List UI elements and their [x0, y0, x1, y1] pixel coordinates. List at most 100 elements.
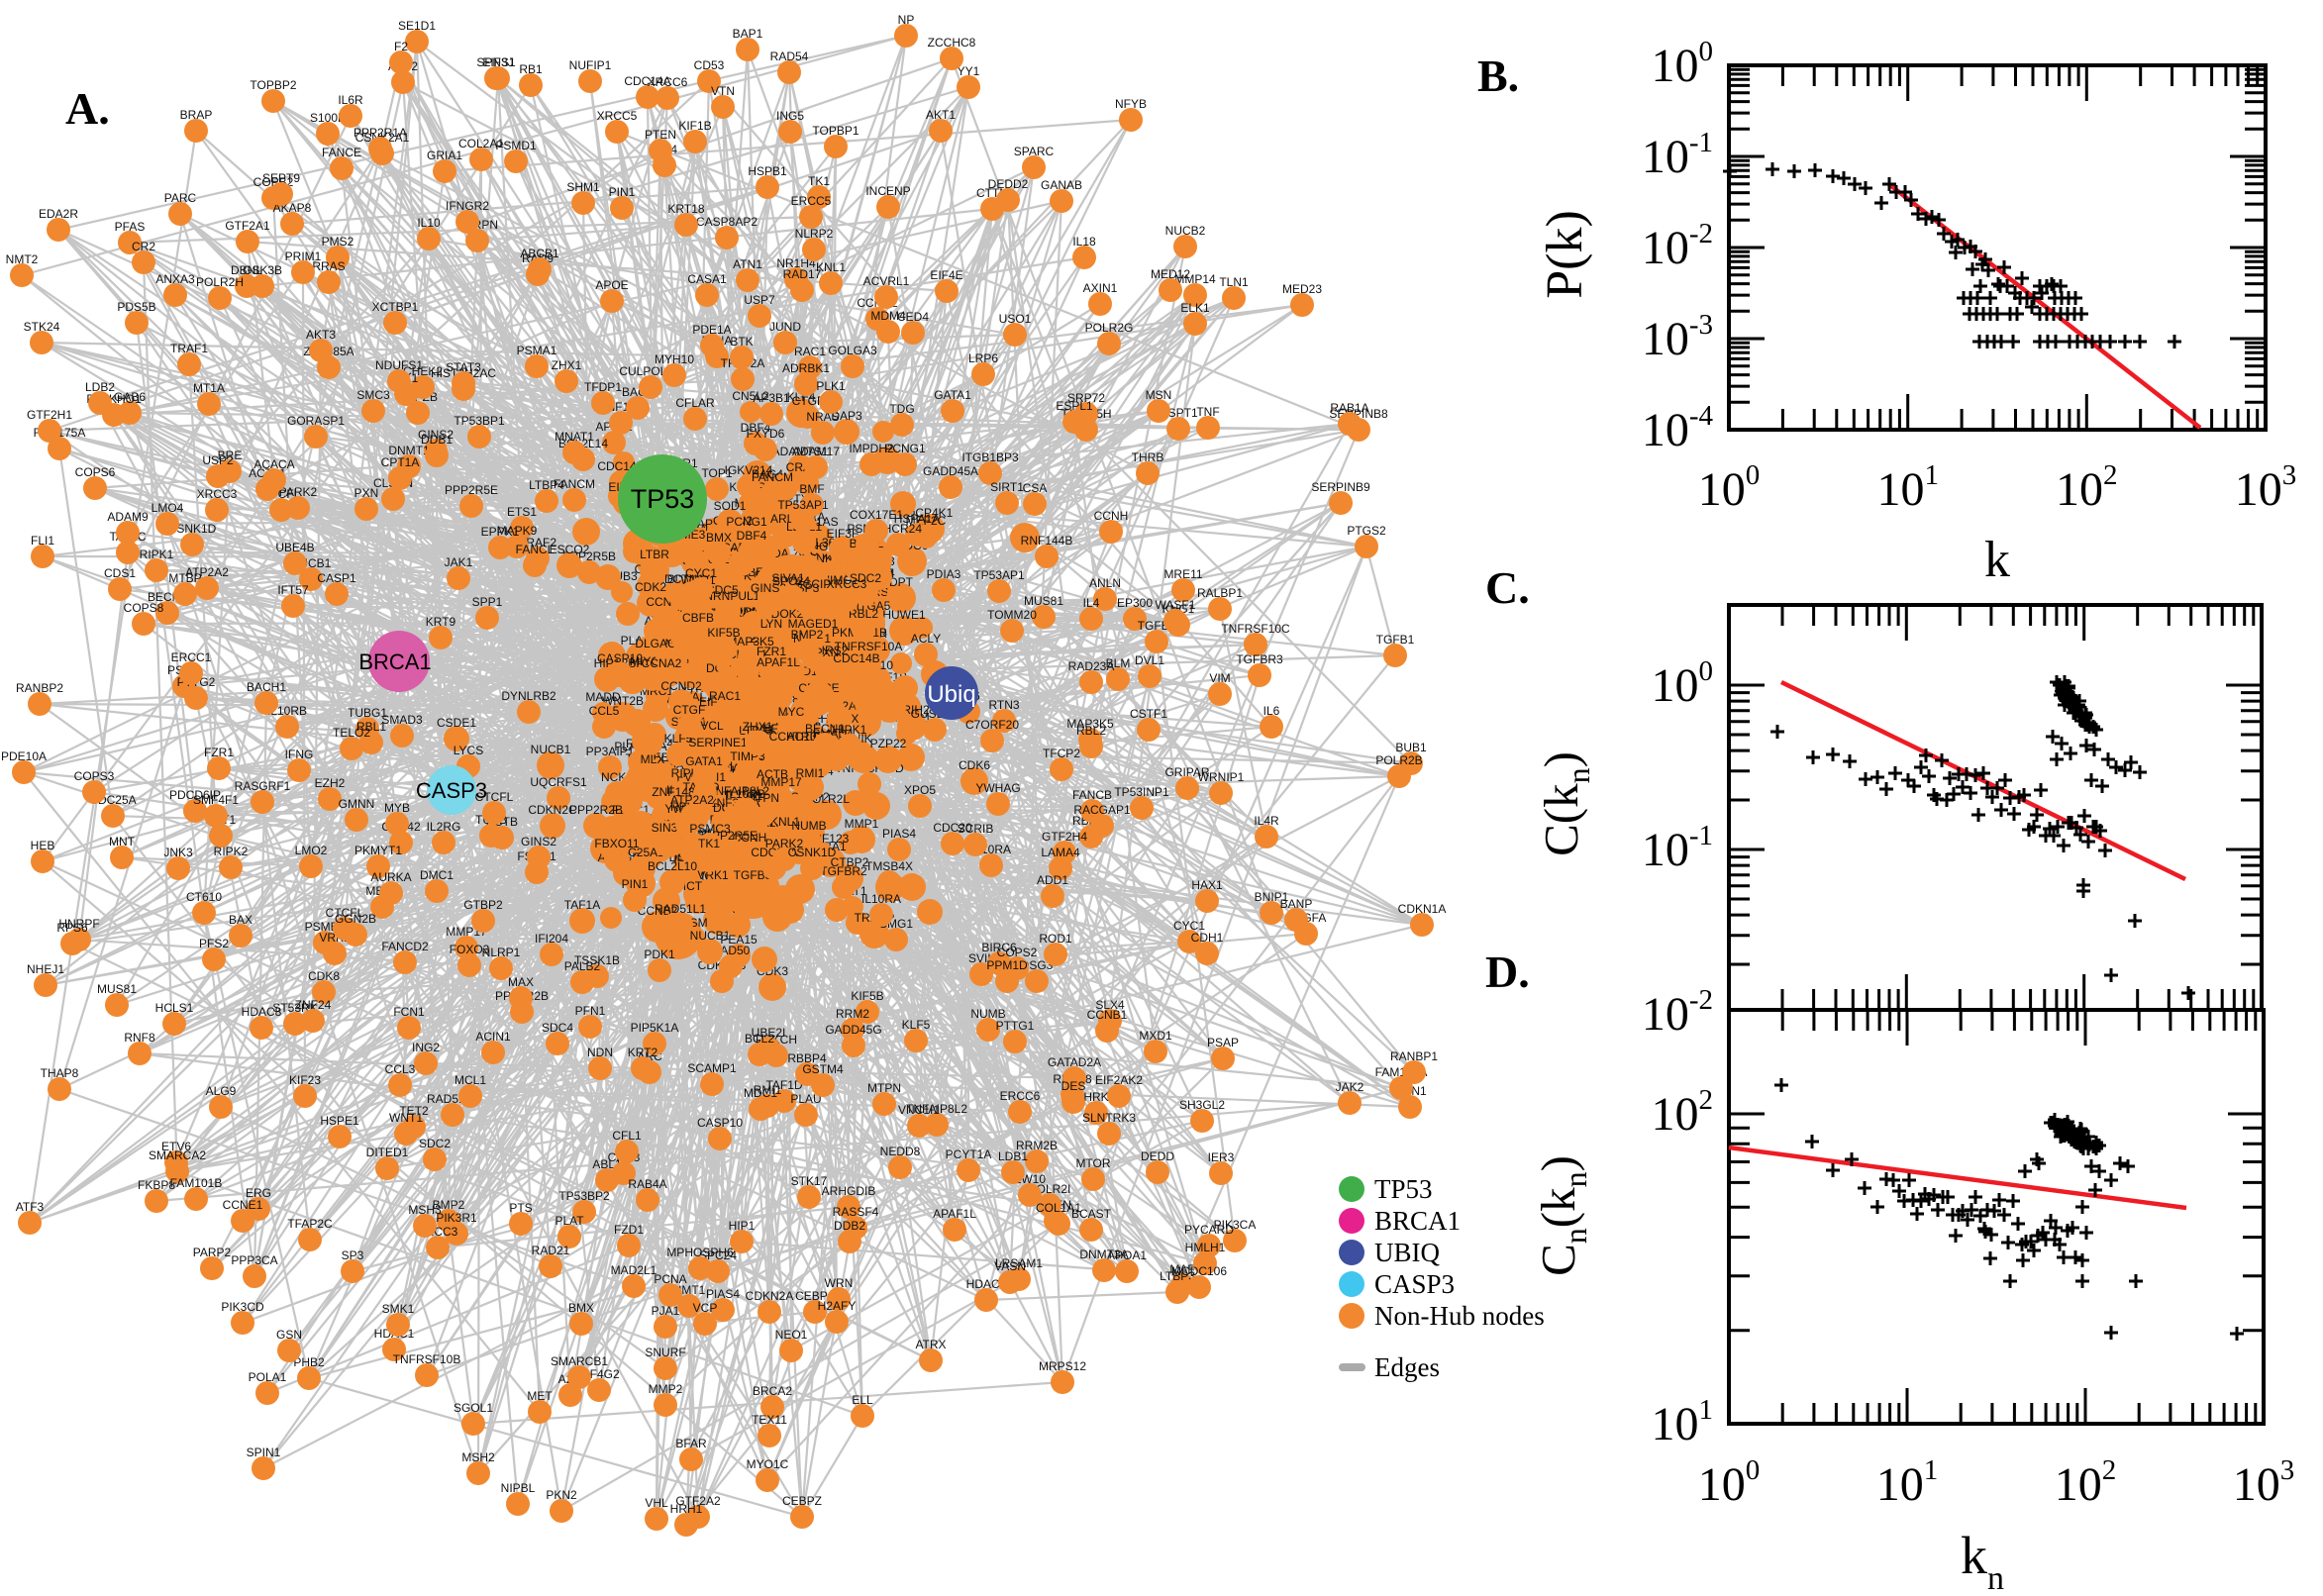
- svg-text:LMO4: LMO4: [152, 501, 184, 515]
- svg-text:XRCC3: XRCC3: [827, 577, 867, 591]
- svg-text:RRM2: RRM2: [836, 1007, 869, 1021]
- svg-text:TNFAIP8L2: TNFAIP8L2: [708, 784, 769, 798]
- svg-text:IL10: IL10: [417, 216, 441, 230]
- svg-text:PLK1: PLK1: [816, 379, 846, 393]
- svg-text:TRAF1: TRAF1: [170, 342, 208, 355]
- svg-text:DOK2: DOK2: [771, 607, 804, 621]
- svg-text:MSN: MSN: [1146, 388, 1172, 402]
- svg-text:PIN1: PIN1: [622, 877, 649, 891]
- svg-text:ING5: ING5: [776, 109, 804, 123]
- svg-text:CSNK1D: CSNK1D: [788, 846, 837, 859]
- svg-text:WNT2B: WNT2B: [602, 694, 644, 708]
- svg-text:TLN1: TLN1: [1219, 275, 1249, 289]
- svg-text:RPS6: RPS6: [56, 921, 88, 935]
- svg-text:APOE: APOE: [595, 278, 628, 292]
- svg-text:CDC14B: CDC14B: [833, 651, 879, 665]
- svg-text:RIPK1: RIPK1: [140, 548, 174, 561]
- svg-text:PIK3R1: PIK3R1: [436, 1211, 477, 1225]
- svg-text:S100B: S100B: [310, 111, 346, 125]
- svg-text:RBL2: RBL2: [849, 607, 878, 621]
- svg-text:NHEJ1: NHEJ1: [27, 962, 64, 976]
- svg-text:VTN: VTN: [711, 84, 735, 98]
- svg-text:STK17: STK17: [791, 1174, 828, 1188]
- svg-text:RBL2: RBL2: [1076, 724, 1106, 738]
- svg-text:B.: B.: [1477, 50, 1519, 101]
- svg-text:TET2: TET2: [399, 1104, 429, 1118]
- svg-text:TGFB3: TGFB3: [734, 868, 772, 882]
- svg-text:CSDE1: CSDE1: [437, 716, 476, 730]
- svg-text:HIPK1: HIPK1: [833, 723, 867, 737]
- svg-text:ESCO2: ESCO2: [550, 543, 590, 556]
- svg-text:MDM4: MDM4: [870, 309, 906, 323]
- svg-text:CHEK2: CHEK2: [403, 364, 443, 378]
- svg-text:RAD21: RAD21: [532, 1244, 570, 1257]
- svg-text:MNT: MNT: [109, 835, 136, 848]
- svg-text:GTF2A1: GTF2A1: [225, 219, 270, 233]
- svg-text:PJA1: PJA1: [652, 1304, 680, 1318]
- svg-text:PXN: PXN: [815, 646, 840, 659]
- svg-text:MYB: MYB: [384, 801, 410, 815]
- svg-text:PFAS: PFAS: [115, 220, 146, 234]
- svg-text:D.: D.: [1485, 947, 1530, 997]
- svg-text:PSMA1: PSMA1: [517, 344, 557, 357]
- svg-text:MMP14: MMP14: [1174, 272, 1216, 286]
- svg-text:BRCA1: BRCA1: [358, 649, 431, 674]
- svg-text:SERPINE1: SERPINE1: [688, 736, 748, 749]
- svg-text:XRCC6: XRCC6: [648, 75, 688, 89]
- svg-text:GATA1: GATA1: [934, 388, 971, 402]
- svg-text:NUCB1: NUCB1: [531, 743, 571, 756]
- svg-text:SDC2: SDC2: [850, 571, 881, 585]
- svg-text:ZNF148: ZNF148: [652, 785, 695, 799]
- svg-text:PARK2: PARK2: [765, 837, 804, 850]
- svg-text:BMP2: BMP2: [433, 1198, 465, 1212]
- svg-text:CCNE1: CCNE1: [223, 1198, 263, 1212]
- svg-text:VRK1: VRK1: [697, 868, 729, 882]
- svg-text:RB1: RB1: [519, 62, 543, 76]
- svg-text:TP53BP1: TP53BP1: [454, 414, 505, 428]
- svg-text:MAPK9: MAPK9: [497, 524, 538, 538]
- svg-text:BANP: BANP: [1280, 897, 1313, 911]
- svg-text:AKT3: AKT3: [306, 328, 336, 342]
- svg-text:BIRC6: BIRC6: [981, 941, 1017, 954]
- svg-text:ADAMTS1: ADAMTS1: [772, 445, 829, 458]
- svg-text:PDIA3: PDIA3: [927, 567, 961, 581]
- svg-text:JAK1: JAK1: [445, 555, 473, 569]
- svg-text:RAC1: RAC1: [794, 345, 826, 358]
- svg-text:XPO5: XPO5: [904, 783, 936, 797]
- svg-text:EIF3J: EIF3J: [482, 55, 513, 69]
- svg-text:TP53: TP53: [631, 484, 695, 514]
- svg-text:FANCB: FANCB: [1072, 788, 1112, 802]
- svg-text:POLR2G: POLR2G: [1085, 321, 1134, 335]
- svg-text:HIP1: HIP1: [729, 1219, 756, 1233]
- svg-text:DEDD2: DEDD2: [988, 177, 1029, 191]
- svg-text:BAP1: BAP1: [733, 27, 763, 41]
- svg-text:PCYT1A: PCYT1A: [946, 1147, 992, 1161]
- svg-text:BMP2: BMP2: [791, 628, 824, 642]
- svg-text:RIPK2: RIPK2: [214, 845, 249, 858]
- svg-text:ETS1: ETS1: [507, 505, 537, 519]
- svg-text:ACACA: ACACA: [253, 457, 294, 471]
- svg-text:BECN1: BECN1: [805, 722, 845, 736]
- svg-text:CTCFL: CTCFL: [326, 906, 364, 920]
- svg-text:RMI1: RMI1: [796, 766, 825, 780]
- svg-text:CT610: CT610: [186, 890, 222, 904]
- svg-text:GRIPAR: GRIPAR: [1164, 765, 1209, 779]
- svg-text:SMARCA2: SMARCA2: [149, 1148, 206, 1162]
- svg-text:BRE: BRE: [218, 449, 243, 462]
- svg-text:PIAS4: PIAS4: [882, 827, 916, 841]
- svg-text:HDAC8: HDAC8: [242, 1005, 282, 1019]
- svg-text:SCRIB: SCRIB: [958, 822, 994, 836]
- svg-text:RAD17: RAD17: [783, 267, 822, 281]
- svg-text:PSAP: PSAP: [1207, 1036, 1239, 1049]
- svg-text:BCCIP: BCCIP: [795, 577, 832, 591]
- svg-text:ACVRL1: ACVRL1: [863, 274, 910, 288]
- svg-text:SDC2: SDC2: [419, 1137, 451, 1150]
- svg-text:APAF1L: APAF1L: [757, 655, 800, 669]
- svg-text:TAF1A: TAF1A: [564, 898, 600, 912]
- svg-text:P(k): P(k): [1537, 210, 1593, 299]
- svg-text:CDK8: CDK8: [308, 969, 340, 983]
- svg-text:CCNA2: CCNA2: [642, 656, 682, 670]
- svg-text:MXD1: MXD1: [1139, 1029, 1172, 1043]
- svg-text:MT1A: MT1A: [193, 381, 225, 395]
- svg-text:XRCC3: XRCC3: [197, 487, 238, 501]
